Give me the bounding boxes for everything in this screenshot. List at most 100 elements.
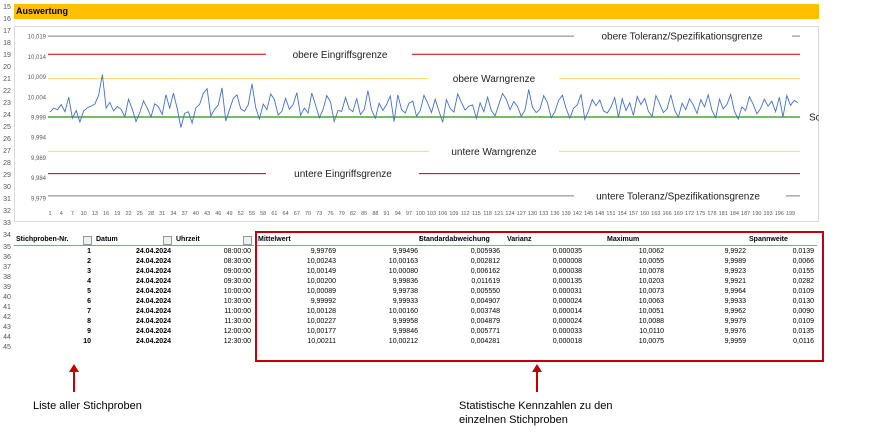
x-tick-label: 94 <box>395 211 401 217</box>
table-row[interactable]: 9 24.04.2024 12:00:00 10,00177 9,99846 0,0057… <box>14 327 819 337</box>
row-number: 37 <box>3 264 11 271</box>
cell-uhrzeit: 08:30:00 <box>223 258 251 265</box>
x-tick-label: 49 <box>226 211 232 217</box>
column-header-label: Maximum <box>607 236 640 243</box>
x-tick-label: 34 <box>170 211 176 217</box>
cell-nr: 7 <box>87 308 91 315</box>
cell-mittelwert: 10,00200 <box>306 278 336 285</box>
cell-varianz: 0,000031 <box>552 288 582 295</box>
limit-label-obere_warn: obere Warngrenze <box>453 74 536 85</box>
x-tick-label: 166 <box>663 211 672 217</box>
column-header-varianz[interactable]: Varianz <box>503 235 585 246</box>
cell-median: 9,99933 <box>392 298 418 305</box>
cell-median: 9,99836 <box>392 278 418 285</box>
cell-maximum: 10,0110 <box>639 328 664 335</box>
cell-nr: 8 <box>87 318 91 325</box>
column-header-maximum[interactable]: Maximum <box>585 235 667 246</box>
cell-mittelwert: 9,99769 <box>310 248 336 255</box>
row-number: 18 <box>3 40 11 47</box>
x-tick-label: 85 <box>361 211 367 217</box>
table-row[interactable]: 1 24.04.2024 08:00:00 9,99769 9,99496 0,00593… <box>14 247 819 257</box>
cell-nr: 5 <box>87 288 91 295</box>
cell-mittelwert: 10,00177 <box>306 328 336 335</box>
x-tick-label: 154 <box>618 211 627 217</box>
x-tick-label: 136 <box>550 211 559 217</box>
row-number: 43 <box>3 324 11 331</box>
x-tick-label: 175 <box>696 211 705 217</box>
filter-dropdown-icon[interactable] <box>163 236 172 245</box>
table-row[interactable]: 10 24.04.2024 12:30:00 10,00211 10,00212 0,00… <box>14 337 819 347</box>
column-header-label: Datum <box>96 236 118 243</box>
x-tick-label: 25 <box>137 211 143 217</box>
caption-statistics-line1: Statistische Kennzahlen zu den <box>459 400 613 412</box>
x-tick-label: 121 <box>494 211 503 217</box>
y-tick-label: 10,014 <box>28 55 47 61</box>
x-tick-label: 7 <box>71 211 74 217</box>
filter-dropdown-icon[interactable] <box>243 236 252 245</box>
measurement-series-line[interactable] <box>49 74 799 128</box>
cell-datum: 24.04.2024 <box>135 328 171 335</box>
cell-uhrzeit: 09:30:00 <box>223 278 251 285</box>
x-tick-label: 103 <box>427 211 436 217</box>
row-number: 25 <box>3 124 11 131</box>
x-tick-label: 157 <box>629 211 638 217</box>
y-tick-label: 10,019 <box>28 35 47 41</box>
left-arrow-shaft <box>73 372 75 392</box>
x-tick-label: 184 <box>730 211 739 217</box>
column-header-mittelwert[interactable]: Mittelwert <box>257 235 339 246</box>
x-tick-label: 37 <box>182 211 188 217</box>
column-header-spannweite[interactable]: Spannweite <box>735 235 817 246</box>
x-tick-label: 115 <box>472 211 481 217</box>
column-header-label: Stichproben-Nr. <box>16 236 69 243</box>
row-number: 16 <box>3 16 11 23</box>
table-row[interactable]: 4 24.04.2024 09:30:00 10,00200 9,99836 0,0116… <box>14 277 819 287</box>
column-header-nr[interactable]: Stichproben-Nr. <box>14 235 94 246</box>
row-number: 19 <box>3 52 11 59</box>
cell-std: 0,004281 <box>470 338 500 345</box>
y-tick-label: 9,994 <box>31 136 47 142</box>
column-header-std[interactable]: Standardabweichung <box>419 235 503 246</box>
y-tick-label: 9,989 <box>31 156 47 162</box>
cell-minimum: 9,9962 <box>724 308 746 315</box>
filter-dropdown-icon[interactable] <box>83 236 92 245</box>
cell-spannweite: 0,0109 <box>792 318 814 325</box>
x-tick-label: 22 <box>125 211 131 217</box>
x-tick-label: 82 <box>350 211 356 217</box>
row-number: 15 <box>3 4 11 11</box>
table-row[interactable]: 2 24.04.2024 08:30:00 10,00243 10,00163 0,002… <box>14 257 819 267</box>
cell-nr: 2 <box>87 258 91 265</box>
x-tick-label: 148 <box>595 211 604 217</box>
x-tick-label: 10 <box>81 211 87 217</box>
caption-statistics-line2: einzelnen Stichproben <box>459 414 568 426</box>
cell-uhrzeit: 10:00:00 <box>223 288 251 295</box>
cell-uhrzeit: 09:00:00 <box>223 268 251 275</box>
x-tick-label: 19 <box>114 211 120 217</box>
row-number: 33 <box>3 220 11 227</box>
cell-minimum: 9,9979 <box>724 318 746 325</box>
table-row[interactable]: 3 24.04.2024 09:00:00 10,00149 10,00080 0,006… <box>14 267 819 277</box>
cell-maximum: 10,0075 <box>638 338 664 345</box>
cell-mittelwert: 10,00243 <box>306 258 336 265</box>
cell-minimum: 9,9976 <box>724 328 746 335</box>
cell-varianz: 0,000014 <box>552 308 582 315</box>
table-row[interactable]: 8 24.04.2024 11:30:00 10,00227 9,99958 0,0048… <box>14 317 819 327</box>
cell-spannweite: 0,0109 <box>792 288 814 295</box>
x-tick-label: 73 <box>316 211 322 217</box>
control-chart[interactable]: 10,019 10,014 10,009 10,004 9,999 9,994 9,989 9… <box>14 26 819 222</box>
cell-uhrzeit: 08:00:00 <box>223 248 251 255</box>
cell-nr: 10 <box>83 338 91 345</box>
x-tick-label: 43 <box>204 211 210 217</box>
table-row[interactable]: 5 24.04.2024 10:00:00 10,00089 9,99738 0,0055… <box>14 287 819 297</box>
x-tick-label: 40 <box>193 211 199 217</box>
column-header-datum[interactable]: Datum <box>94 235 174 246</box>
x-tick-label: 91 <box>384 211 390 217</box>
table-row[interactable]: 7 24.04.2024 11:00:00 10,00128 10,00160 0,003… <box>14 307 819 317</box>
table-row[interactable]: 6 24.04.2024 10:30:00 9,99992 9,99933 0,00490… <box>14 297 819 307</box>
cell-varianz: 0,000038 <box>552 268 582 275</box>
x-tick-label: 13 <box>92 211 98 217</box>
cell-minimum: 9,9923 <box>724 268 746 275</box>
column-header-label: Uhrzeit <box>176 236 200 243</box>
cell-varianz: 0,000035 <box>552 248 582 255</box>
cell-std: 0,006162 <box>470 268 500 275</box>
column-header-uhrzeit[interactable]: Uhrzeit <box>174 235 254 246</box>
